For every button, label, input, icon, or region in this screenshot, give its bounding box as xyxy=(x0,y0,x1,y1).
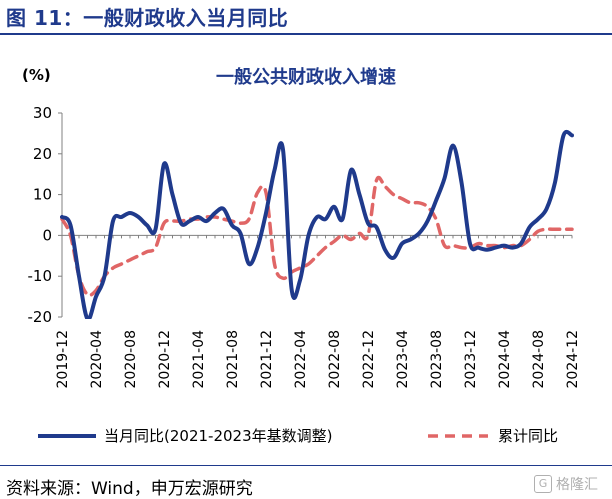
x-tick-label: 2024-04 xyxy=(497,330,513,389)
figure-title: 图 11：一般财政收入当月同比 xyxy=(6,6,289,30)
x-tick-label: 2021-08 xyxy=(225,330,241,389)
y-axis-ticks: -20 -10 0 10 20 30 xyxy=(28,104,62,326)
line-chart: 一般公共财政收入增速 (%) -20 -10 0 10 20 30 2019-12 2020… xyxy=(22,66,581,445)
x-tick-label: 2020-08 xyxy=(123,330,139,389)
watermark: G 格隆汇 xyxy=(534,474,598,494)
y-tick-label: 0 xyxy=(42,226,52,244)
x-tick-label: 2020-12 xyxy=(157,330,173,389)
x-tick-label: 2022-12 xyxy=(361,330,377,389)
x-tick-label: 2023-08 xyxy=(429,330,445,389)
legend-label-monthly: 当月同比(2021-2023年基数调整) xyxy=(104,427,332,445)
y-tick-label: 20 xyxy=(33,145,52,163)
bottom-rule xyxy=(0,465,612,466)
x-tick-label: 2022-04 xyxy=(293,330,309,389)
watermark-logo-icon: G xyxy=(534,475,552,493)
x-tick-label: 2021-04 xyxy=(191,330,207,389)
x-tick-label: 2023-04 xyxy=(395,330,411,389)
x-tick-label: 2021-12 xyxy=(259,330,275,389)
y-tick-label: -20 xyxy=(28,308,53,326)
y-tick-label: 30 xyxy=(33,104,52,122)
x-tick-label: 2020-04 xyxy=(89,330,105,389)
legend-label-cumulative: 累计同比 xyxy=(498,427,558,445)
x-tick-label: 2022-08 xyxy=(327,330,343,389)
title-rule xyxy=(0,33,612,35)
x-tick-label: 2019-12 xyxy=(55,330,71,389)
chart-title: 一般公共财政收入增速 xyxy=(216,66,396,88)
y-tick-label: -10 xyxy=(28,267,53,285)
x-tick-label: 2024-12 xyxy=(565,330,581,389)
legend: 当月同比(2021-2023年基数调整) 累计同比 xyxy=(38,427,558,445)
x-axis-ticks: 2019-12 2020-04 2020-08 2020-12 2021-04 2021-… xyxy=(55,235,581,389)
x-tick-label: 2023-12 xyxy=(463,330,479,389)
x-tick-label: 2024-08 xyxy=(531,330,547,389)
source-note: 资料来源：Wind，申万宏源研究 xyxy=(6,479,253,499)
series-lines xyxy=(60,129,574,319)
series-monthly-line xyxy=(60,129,574,319)
series-cumulative-line xyxy=(60,175,574,298)
y-tick-label: 10 xyxy=(33,186,52,204)
y-axis-unit: (%) xyxy=(22,66,51,84)
watermark-text: 格隆汇 xyxy=(556,477,598,493)
